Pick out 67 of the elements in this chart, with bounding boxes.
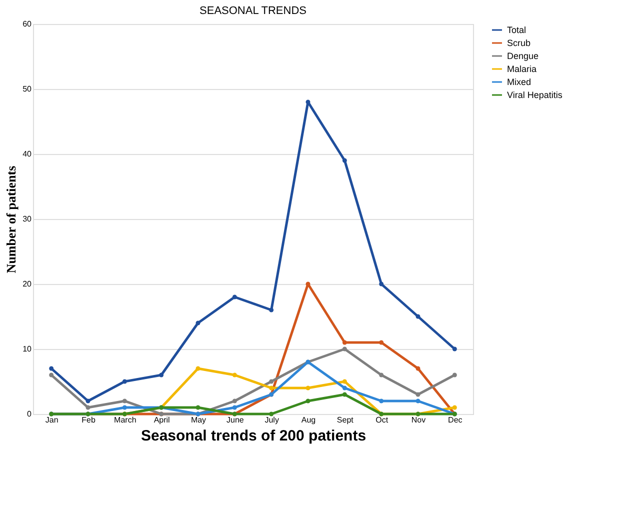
y-tick-label: 0 — [27, 410, 32, 418]
x-tick-label: April — [154, 416, 170, 424]
point — [122, 405, 127, 410]
x-tick-label: Dec — [448, 416, 462, 424]
point — [342, 346, 347, 352]
point — [379, 340, 384, 345]
x-tick-label: Nov — [411, 416, 426, 424]
point — [342, 386, 347, 390]
point — [86, 405, 90, 410]
point — [342, 392, 347, 397]
legend-label: Viral Hepatitis — [507, 90, 563, 100]
y-axis-title: Number of patients — [4, 166, 19, 274]
point — [122, 379, 127, 384]
point — [452, 372, 457, 378]
y-tick-label: 20 — [22, 280, 32, 288]
point — [379, 372, 384, 378]
point — [159, 372, 164, 378]
point — [232, 398, 237, 404]
point — [342, 340, 347, 345]
chart-title: SEASONAL TRENDS — [200, 5, 306, 17]
x-tick-label: Feb — [82, 416, 96, 424]
point — [232, 372, 237, 378]
point — [49, 372, 54, 378]
point — [269, 386, 274, 390]
legend-label: Scrub — [507, 38, 531, 48]
x-tick-label: July — [264, 416, 279, 424]
point — [196, 405, 200, 410]
point — [306, 100, 310, 104]
point — [452, 346, 457, 352]
x-axis-title: Seasonal trends of 200 patients — [140, 428, 366, 444]
x-tick-label: June — [226, 416, 244, 424]
point — [306, 398, 310, 404]
y-tick-label: 50 — [22, 84, 32, 94]
legend-label: Mixed — [507, 77, 532, 87]
point — [342, 379, 347, 384]
y-tick-label: 60 — [22, 20, 32, 28]
point — [379, 398, 384, 404]
y-tick-label: 30 — [22, 214, 32, 224]
point — [452, 405, 457, 410]
point — [269, 412, 274, 416]
point — [416, 392, 420, 397]
x-tick-label: Aug — [301, 416, 316, 424]
point — [306, 386, 310, 390]
x-tick-label: March — [114, 416, 136, 424]
point — [196, 320, 200, 326]
y-tick-label: 40 — [22, 150, 32, 158]
x-tick-label: Jan — [45, 416, 58, 424]
point — [269, 379, 274, 384]
point — [416, 398, 420, 404]
point — [416, 366, 420, 371]
point — [49, 366, 54, 371]
point — [379, 282, 384, 286]
point — [232, 294, 237, 300]
point — [86, 398, 90, 404]
x-tick-label: May — [190, 416, 206, 424]
x-tick-label: Sept — [336, 416, 354, 424]
point — [269, 308, 274, 312]
y-tick-label: 10 — [22, 344, 32, 354]
legend-label: Total — [507, 25, 526, 35]
legend-label: Malaria — [507, 64, 537, 74]
point — [122, 398, 127, 404]
legend-label: Dengue — [507, 51, 539, 61]
point — [196, 366, 200, 371]
x-tick-label: Oct — [376, 416, 389, 424]
point — [232, 405, 237, 410]
point — [416, 314, 420, 319]
point — [342, 158, 347, 163]
